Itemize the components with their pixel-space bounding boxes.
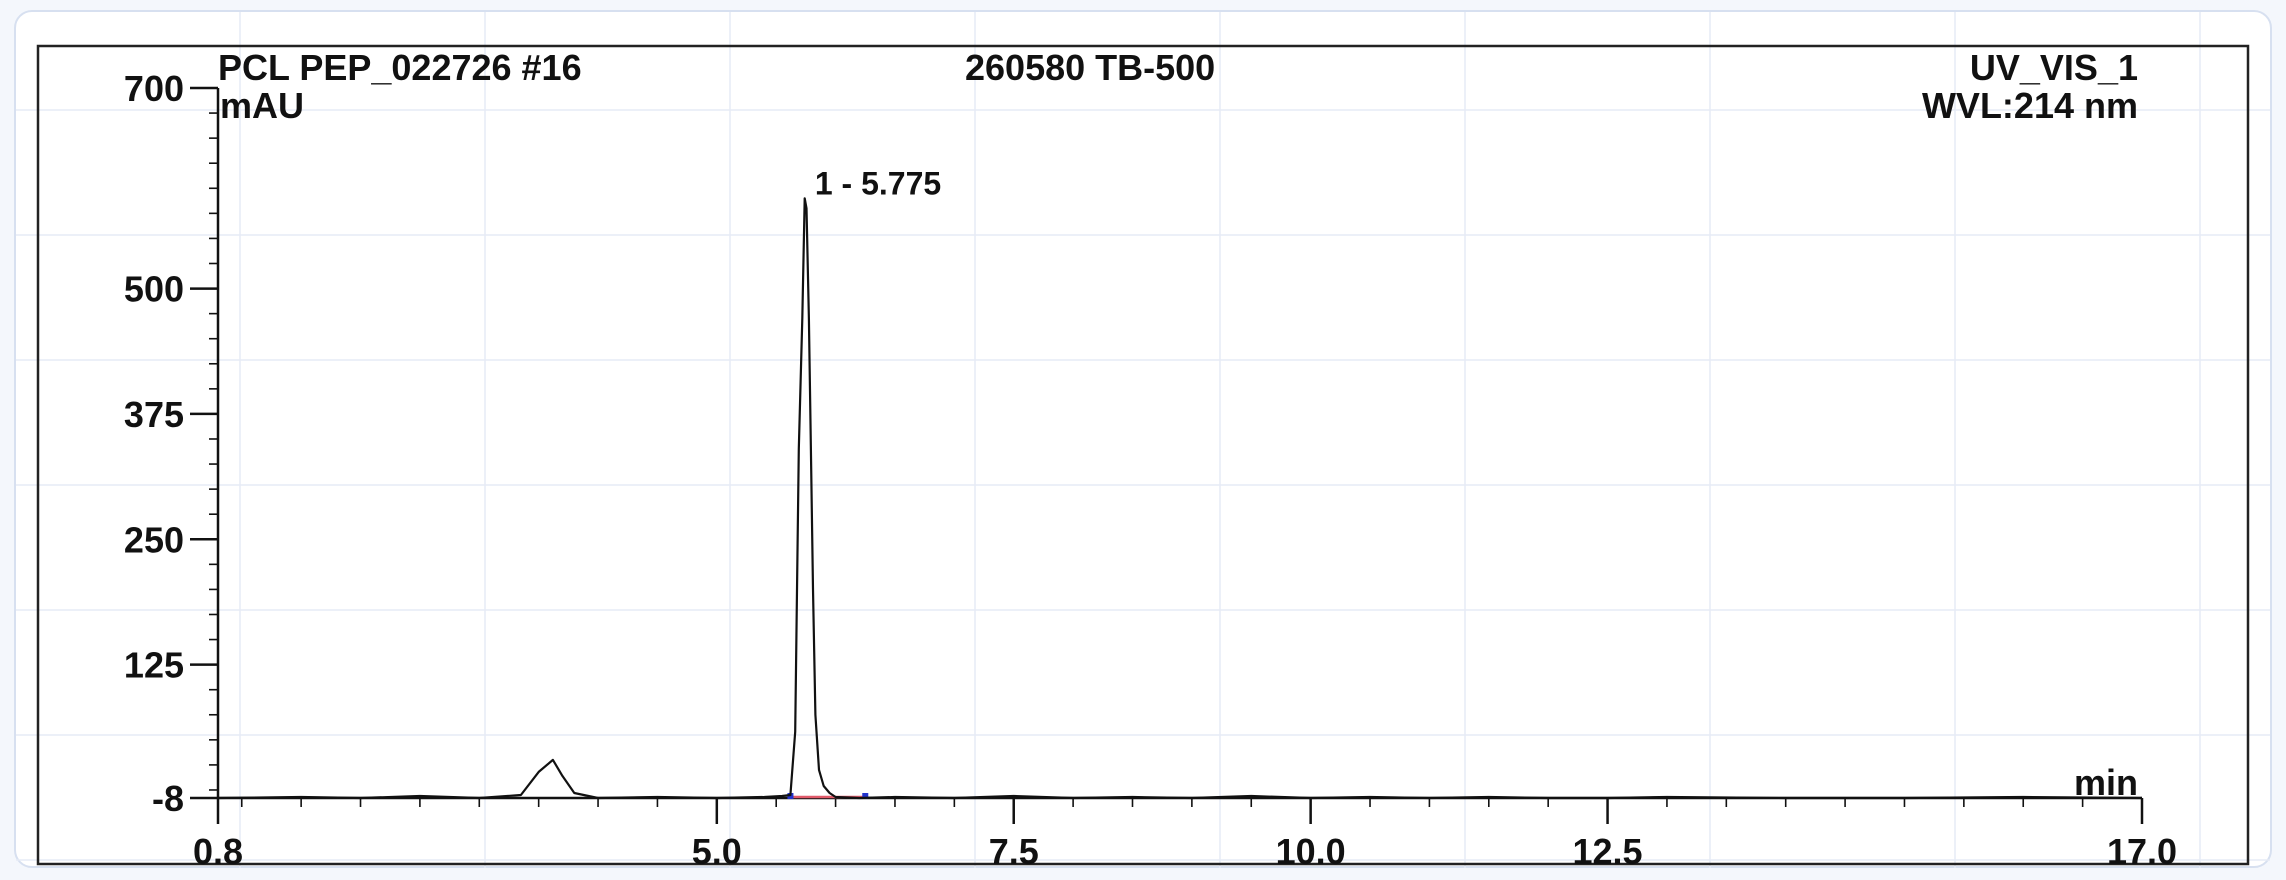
peak-labels: 1 - 5.775 [815, 165, 941, 201]
x-axis-unit-label: min [2074, 762, 2138, 803]
chromatogram-trace [217, 197, 2143, 800]
y-tick-label: 250 [124, 519, 184, 560]
y-tick-label: -8 [152, 778, 184, 819]
x-tick-label: 0.8 [193, 831, 243, 872]
x-axis: 0.8 5.0 7.5 10.0 12.5 17.0 [193, 796, 2177, 872]
y-tick-label: 700 [124, 68, 184, 109]
y-axis: -8 125 250 375 500 700 [124, 68, 220, 819]
x-tick-label: 7.5 [989, 831, 1039, 872]
x-tick-label: 17.0 [2107, 831, 2177, 872]
y-tick-label: 500 [124, 269, 184, 310]
y-axis-unit-label: mAU [220, 85, 304, 126]
x-tick-label: 5.0 [692, 831, 742, 872]
plot-border [36, 44, 2250, 866]
y-tick-label: 375 [124, 394, 184, 435]
header-wavelength: WVL:214 nm [1922, 85, 2138, 126]
y-tick-label: 125 [124, 645, 184, 686]
header-sample-name: 260580 TB-500 [965, 47, 1215, 88]
header-channel: UV_VIS_1 [1970, 47, 2138, 88]
x-tick-label: 12.5 [1573, 831, 1643, 872]
chart-card [14, 10, 2272, 868]
x-tick-label: 10.0 [1276, 831, 1346, 872]
baseline-end-marker [862, 792, 869, 799]
peak-label: 1 - 5.775 [815, 165, 941, 201]
header-sample: PCL PEP_022726 #16 [218, 47, 582, 88]
background-grid [16, 12, 2270, 868]
